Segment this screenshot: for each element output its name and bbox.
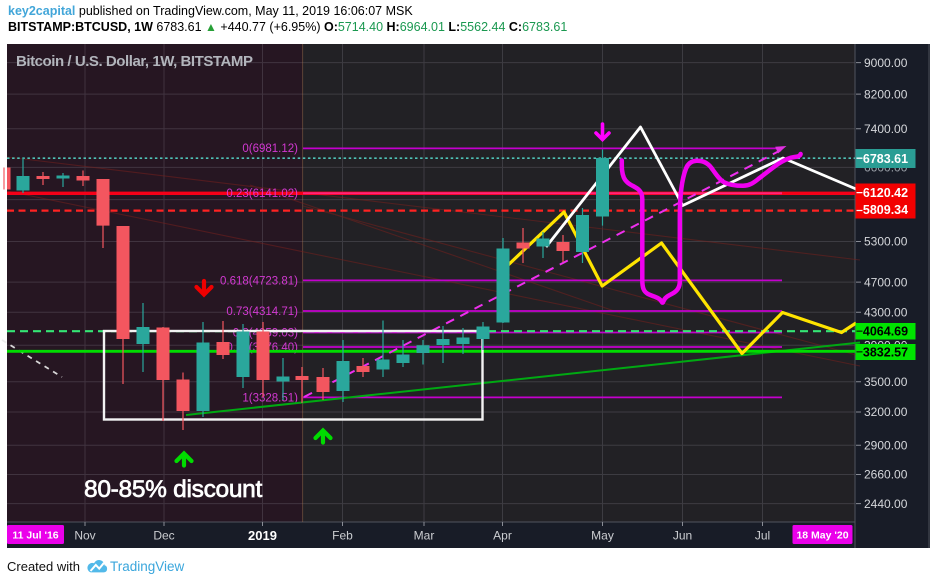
svg-text:3832.57: 3832.57	[863, 345, 908, 359]
svg-text:0.23(6141.02): 0.23(6141.02)	[226, 188, 298, 200]
svg-text:Bitcoin / U.S. Dollar, 1W, BIT: Bitcoin / U.S. Dollar, 1W, BITSTAMP	[16, 53, 253, 70]
svg-text:Mar: Mar	[414, 529, 435, 543]
svg-text:9000.00: 9000.00	[864, 56, 908, 70]
svg-text:6783.61: 6783.61	[863, 152, 908, 166]
svg-text:3500.00: 3500.00	[864, 375, 908, 389]
svg-text:0.618(4723.81): 0.618(4723.81)	[220, 275, 298, 287]
svg-text:4300.00: 4300.00	[864, 305, 908, 319]
svg-text:Feb: Feb	[332, 529, 353, 543]
svg-text:0(6981.12): 0(6981.12)	[242, 143, 298, 155]
svg-text:1(3328.51): 1(3328.51)	[242, 392, 298, 404]
svg-text:11 Jul '16: 11 Jul '16	[12, 530, 58, 542]
svg-text:7400.00: 7400.00	[864, 122, 908, 136]
svg-text:2660.00: 2660.00	[864, 468, 908, 482]
svg-text:8200.00: 8200.00	[864, 87, 908, 101]
svg-text:May: May	[591, 529, 614, 543]
svg-text:80-85% discount: 80-85% discount	[84, 476, 262, 503]
svg-text:Nov: Nov	[74, 529, 95, 543]
svg-text:2900.00: 2900.00	[864, 439, 908, 453]
svg-text:Jun: Jun	[673, 529, 692, 543]
svg-text:2440.00: 2440.00	[864, 497, 908, 511]
svg-text:2019: 2019	[248, 528, 277, 543]
svg-text:Dec: Dec	[153, 529, 174, 543]
svg-text:4064.69: 4064.69	[863, 325, 908, 339]
svg-text:4700.00: 4700.00	[864, 275, 908, 289]
svg-text:5809.34: 5809.34	[863, 203, 908, 217]
svg-text:0.73(4314.71): 0.73(4314.71)	[226, 306, 298, 318]
svg-text:Apr: Apr	[493, 529, 512, 543]
svg-text:Jul: Jul	[755, 529, 770, 543]
svg-text:18 May '20: 18 May '20	[796, 530, 848, 542]
svg-text:3200.00: 3200.00	[864, 405, 908, 419]
svg-text:5300.00: 5300.00	[864, 235, 908, 249]
svg-text:6120.42: 6120.42	[863, 186, 908, 200]
